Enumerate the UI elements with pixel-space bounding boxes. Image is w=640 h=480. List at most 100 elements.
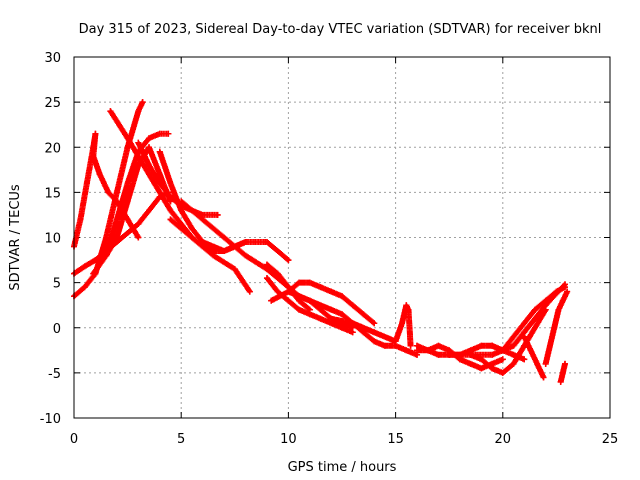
data-point <box>221 234 228 241</box>
data-point <box>135 108 142 115</box>
data-point <box>242 252 249 259</box>
data-point <box>274 288 281 295</box>
data-point <box>424 347 431 354</box>
data-point <box>534 360 541 367</box>
data-point <box>414 347 421 354</box>
data-point <box>478 342 485 349</box>
data-point <box>77 216 84 223</box>
x-tick-label: 10 <box>280 432 297 447</box>
y-tick-label: 25 <box>44 96 61 111</box>
data-point <box>96 171 103 178</box>
data-point <box>521 320 528 327</box>
data-point <box>188 234 195 241</box>
data-point <box>339 293 345 300</box>
series-sat15 <box>328 302 414 349</box>
data-point <box>542 302 549 309</box>
data-point <box>90 144 97 151</box>
y-axis-label: SDTVAR / TECUs <box>8 184 23 291</box>
data-point <box>146 144 153 151</box>
data-point <box>113 234 120 241</box>
data-point <box>135 234 142 241</box>
data-point <box>559 369 566 376</box>
data-point <box>349 320 356 327</box>
x-tick-label: 0 <box>70 432 78 447</box>
data-point <box>274 270 281 277</box>
data-point <box>339 311 345 318</box>
y-tick-label: -10 <box>40 412 61 427</box>
data-point <box>242 239 249 246</box>
data-point <box>167 180 174 187</box>
data-point <box>456 356 463 363</box>
grid-lines <box>74 57 610 418</box>
data-point <box>263 239 270 246</box>
data-point <box>263 275 270 282</box>
data-point <box>124 216 131 223</box>
data-point <box>178 198 185 205</box>
data-point <box>285 257 292 264</box>
data-point <box>135 139 142 146</box>
data-point <box>92 130 99 137</box>
data-point <box>561 281 568 288</box>
data-point <box>81 263 88 270</box>
data-point <box>349 329 356 336</box>
data-point <box>296 279 303 286</box>
data-point <box>328 315 335 322</box>
data-point <box>467 360 474 367</box>
data-point <box>371 329 378 336</box>
data-point <box>285 297 292 304</box>
x-tick-label: 20 <box>495 432 512 447</box>
data-point <box>392 338 399 345</box>
data-point <box>124 180 131 187</box>
data-point <box>328 288 335 295</box>
data-point <box>499 356 506 363</box>
data-point <box>221 248 228 255</box>
data-point <box>527 347 534 354</box>
data-point <box>124 198 131 205</box>
series-sat2 <box>71 99 146 300</box>
data-point <box>135 220 142 227</box>
data-point <box>403 302 410 309</box>
data-point <box>564 288 571 295</box>
y-tick-label: -5 <box>48 367 61 382</box>
data-point <box>103 234 110 241</box>
data-point <box>188 225 195 232</box>
series-sat21 <box>521 333 547 381</box>
data-point <box>499 347 506 354</box>
data-point <box>90 270 97 277</box>
data-point <box>328 306 335 313</box>
data-point <box>317 284 324 291</box>
data-point <box>268 297 275 304</box>
data-point <box>210 248 217 255</box>
data-point <box>165 130 172 137</box>
data-point <box>124 135 131 142</box>
data-point <box>146 162 153 169</box>
data-point <box>489 351 496 358</box>
data-point <box>546 342 553 349</box>
data-point <box>199 216 206 223</box>
data-point <box>178 207 185 214</box>
data-point <box>156 180 163 187</box>
data-point <box>407 342 414 349</box>
data-point <box>371 320 378 327</box>
series-sat22 <box>542 288 571 367</box>
data-point <box>107 108 114 115</box>
data-point <box>446 351 453 358</box>
x-axis-label: GPS time / hours <box>288 460 397 475</box>
series-sat12 <box>263 275 356 336</box>
data-point <box>124 229 131 236</box>
data-point <box>489 365 496 372</box>
data-point <box>178 225 185 232</box>
data-point <box>83 180 90 187</box>
data-point <box>553 290 560 297</box>
series-trace <box>156 148 292 264</box>
data-point <box>263 261 270 268</box>
data-point <box>521 333 528 340</box>
y-tick-label: 30 <box>44 51 61 66</box>
plot-frame <box>73 56 611 419</box>
data-point <box>113 189 120 196</box>
data-point <box>403 347 410 354</box>
x-tick-label: 25 <box>602 432 619 447</box>
data-point <box>167 193 174 200</box>
chart-title: Day 315 of 2023, Sidereal Day-to-day VTE… <box>79 22 602 37</box>
